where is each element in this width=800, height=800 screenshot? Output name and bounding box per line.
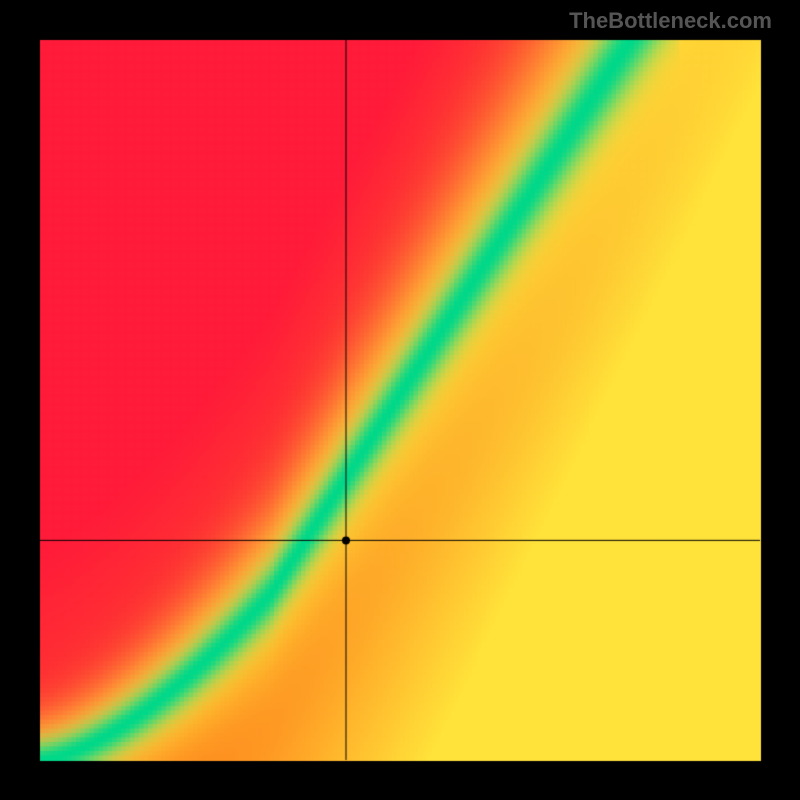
chart-container: { "watermark": { "text": "TheBottleneck.… bbox=[0, 0, 800, 800]
watermark-text: TheBottleneck.com bbox=[569, 8, 772, 34]
bottleneck-heatmap bbox=[0, 0, 800, 800]
